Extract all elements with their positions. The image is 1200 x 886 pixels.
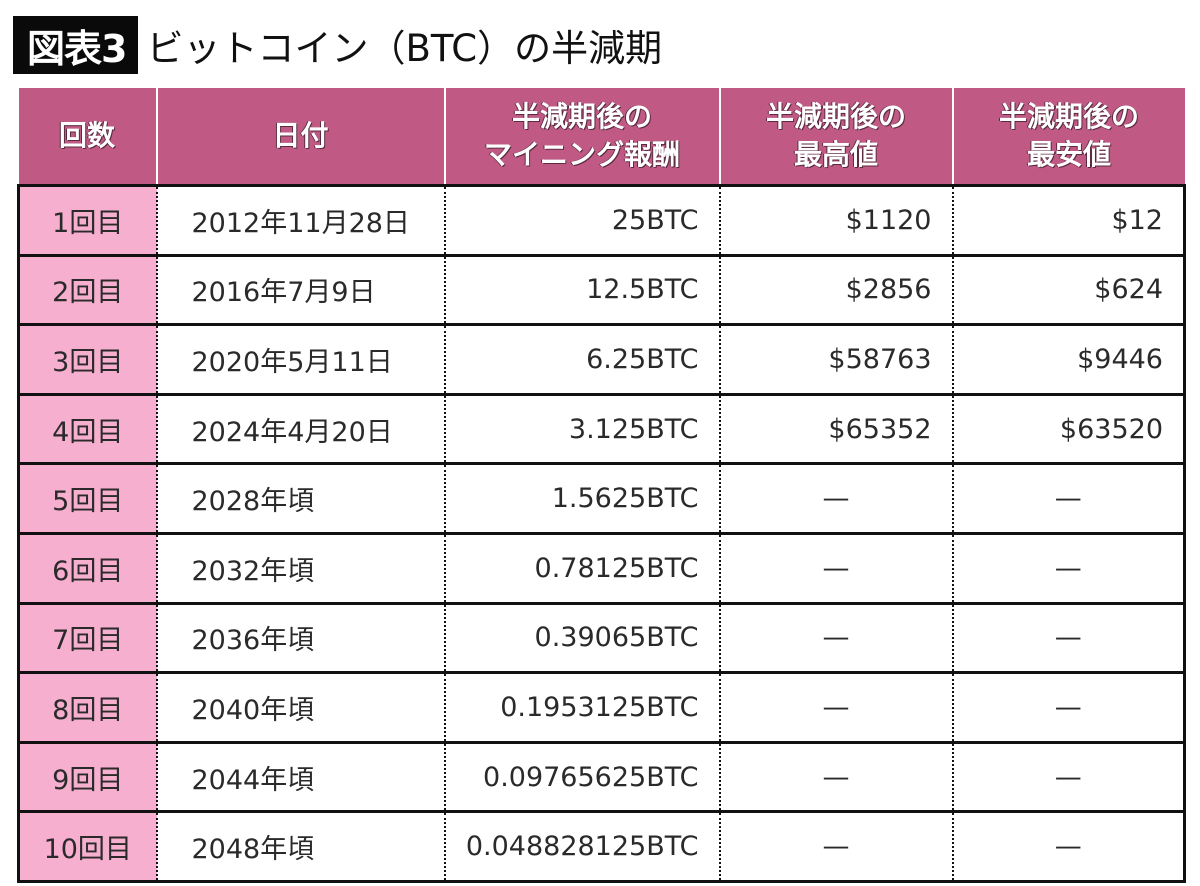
cell-high: $58763 <box>718 323 953 395</box>
header-reward-line2: マイニング報酬 <box>483 138 680 171</box>
cell-date: 2036年頃 <box>155 601 445 673</box>
cell-date: 2040年頃 <box>155 671 445 743</box>
cell-count: 4回目 <box>17 392 157 464</box>
header-high-line1: 半減期後の <box>765 100 906 133</box>
cell-low: $12 <box>951 184 1186 256</box>
table-row: 6回目 2032年頃 0.78125BTC — — <box>17 531 1186 604</box>
cell-date: 2016年7月9日 <box>155 253 445 325</box>
cell-low: — <box>951 531 1186 604</box>
header-count-label: 回数 <box>58 119 115 152</box>
header-date: 日付 <box>155 88 445 186</box>
cell-high: — <box>718 671 953 743</box>
header-high: 半減期後の 最高値 <box>718 88 953 186</box>
cell-high: $2856 <box>718 253 953 325</box>
cell-high: — <box>718 601 953 673</box>
header-low-line2: 最安値 <box>1026 138 1111 171</box>
cell-count: 6回目 <box>17 531 157 604</box>
cell-low: $624 <box>951 253 1186 325</box>
cell-reward: 1.5625BTC <box>443 462 720 534</box>
cell-date: 2028年頃 <box>155 462 445 534</box>
cell-date: 2044年頃 <box>155 740 445 812</box>
cell-low: — <box>951 810 1186 883</box>
cell-count: 5回目 <box>17 462 157 534</box>
cell-high: $65352 <box>718 392 953 464</box>
cell-count: 1回目 <box>17 184 157 256</box>
cell-reward: 0.78125BTC <box>443 531 720 604</box>
cell-low: — <box>951 462 1186 534</box>
cell-high: — <box>718 810 953 883</box>
cell-reward: 6.25BTC <box>443 323 720 395</box>
cell-count: 10回目 <box>17 810 157 883</box>
cell-count: 3回目 <box>17 323 157 395</box>
cell-date: 2048年頃 <box>155 810 445 883</box>
header-reward: 半減期後のマイニング報酬 <box>443 88 720 186</box>
cell-reward: 12.5BTC <box>443 253 720 325</box>
table-row: 2回目 2016年7月9日 12.5BTC $2856 $624 <box>17 253 1186 325</box>
table-row: 3回目 2020年5月11日 6.25BTC $58763 $9446 <box>17 323 1186 395</box>
header-count: 回数 <box>18 88 157 186</box>
cell-date: 2020年5月11日 <box>155 323 445 395</box>
cell-high: — <box>718 531 953 604</box>
table-row: 5回目 2028年頃 1.5625BTC — — <box>17 462 1186 534</box>
cell-high: — <box>718 462 953 534</box>
figure-title: 図表3 ビットコイン（BTC）の半減期 <box>13 16 662 74</box>
cell-date: 2032年頃 <box>155 531 445 604</box>
cell-reward: 25BTC <box>443 184 720 256</box>
cell-low: $63520 <box>951 392 1186 464</box>
cell-date: 2024年4月20日 <box>155 392 445 464</box>
header-low-line1: 半減期後の <box>998 100 1139 133</box>
figure-badge: 図表3 <box>13 16 139 74</box>
header-row: 回数 日付 半減期後のマイニング報酬 半減期後の最高値 半減期後の最安値 <box>18 88 1185 186</box>
cell-count: 2回目 <box>17 253 157 325</box>
cell-high: $1120 <box>718 184 953 256</box>
cell-count: 7回目 <box>17 601 157 673</box>
table-row: 10回目 2048年頃 0.048828125BTC — — <box>17 810 1186 883</box>
table-row: 9回目 2044年頃 0.09765625BTC — — <box>17 740 1186 812</box>
table-row: 4回目 2024年4月20日 3.125BTC $65352 $63520 <box>17 392 1186 464</box>
halving-table-grid: 回数 日付 半減期後のマイニング報酬 半減期後の最高値 半減期後の最安値 1回目… <box>17 88 1186 883</box>
header-date-label: 日付 <box>272 119 329 152</box>
cell-low: — <box>951 740 1186 812</box>
header-high-line2: 最高値 <box>793 138 878 171</box>
header-reward-line1: 半減期後の <box>511 100 652 133</box>
cell-reward: 0.39065BTC <box>443 601 720 673</box>
figure-title-text: ビットコイン（BTC）の半減期 <box>146 27 663 70</box>
cell-high: — <box>718 740 953 812</box>
table-row: 7回目 2036年頃 0.39065BTC — — <box>17 601 1186 673</box>
header-low: 半減期後の 最安値 <box>951 88 1185 186</box>
table-row: 1回目 2012年11月28日 25BTC $1120 $12 <box>17 184 1186 256</box>
cell-date: 2012年11月28日 <box>155 184 445 256</box>
cell-low: — <box>951 671 1186 743</box>
cell-reward: 0.048828125BTC <box>443 810 720 883</box>
table-row: 8回目 2040年頃 0.1953125BTC — — <box>17 671 1186 743</box>
cell-reward: 0.1953125BTC <box>443 671 720 743</box>
cell-reward: 3.125BTC <box>443 392 720 464</box>
cell-count: 9回目 <box>17 740 157 812</box>
cell-low: $9446 <box>951 323 1186 395</box>
cell-low: — <box>951 601 1186 673</box>
halving-table: 回数 日付 半減期後のマイニング報酬 半減期後の最高値 半減期後の最安値 1回目… <box>17 88 1186 883</box>
cell-count: 8回目 <box>17 671 157 743</box>
cell-reward: 0.09765625BTC <box>443 740 720 812</box>
